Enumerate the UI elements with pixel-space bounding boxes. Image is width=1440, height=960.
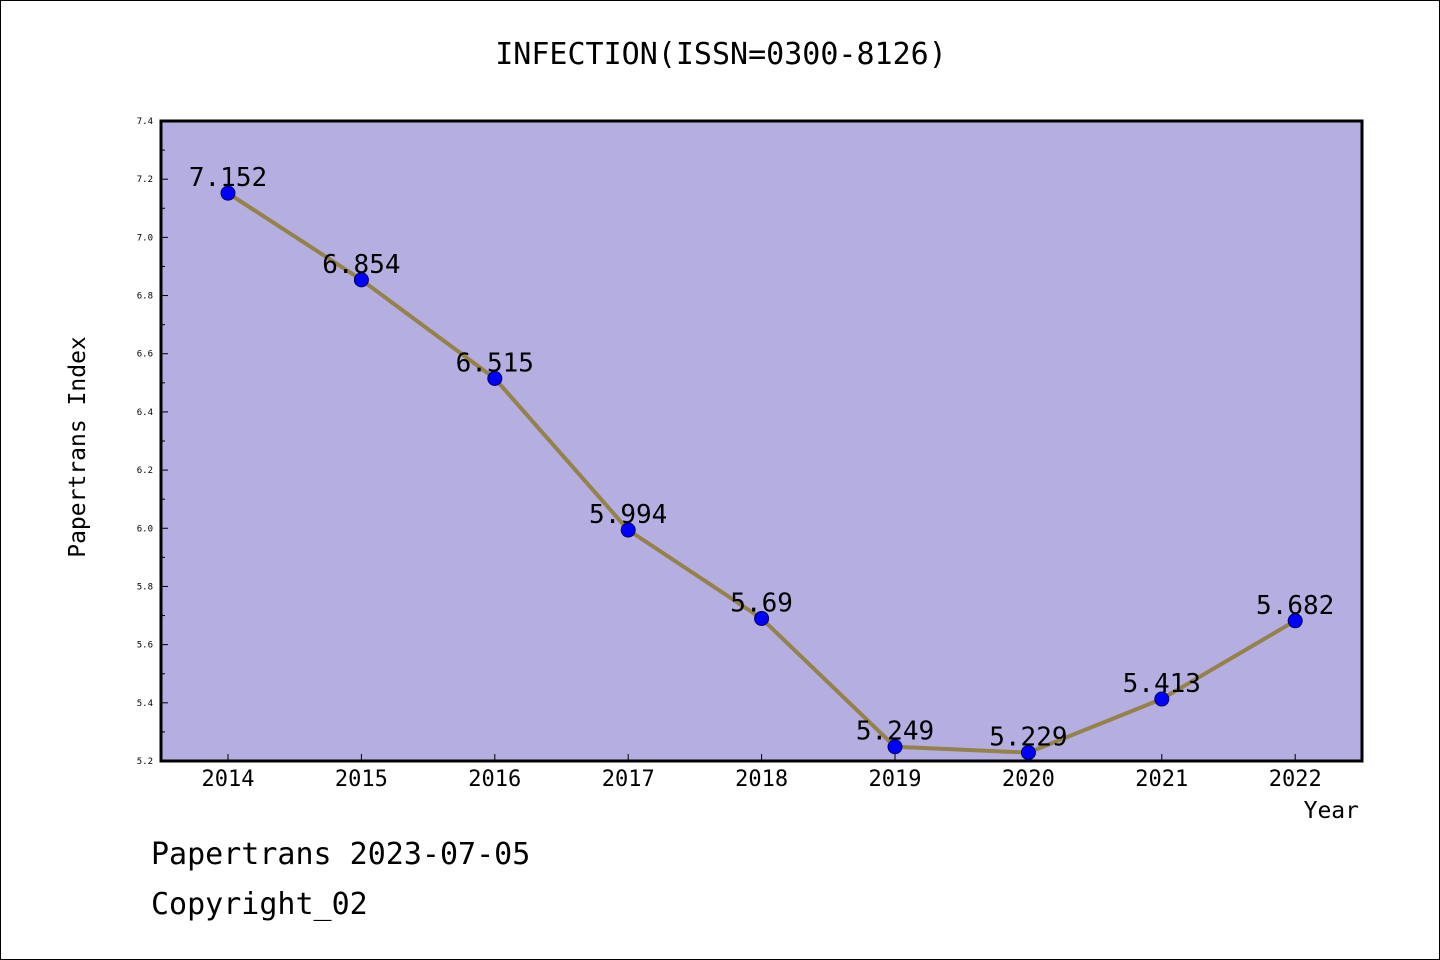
y-tick-label: 7.4 <box>137 117 153 127</box>
data-point <box>887 739 903 755</box>
data-point <box>1154 691 1170 707</box>
data-point <box>754 610 770 626</box>
chart-title: INFECTION(ISSN=0300-8126) <box>495 37 947 72</box>
plot-frame <box>159 119 1364 763</box>
x-axis-label: Year <box>1303 798 1359 824</box>
data-point <box>353 272 369 288</box>
y-tick-label: 6.6 <box>137 350 153 360</box>
x-axis-ticks: 2014 2015 2016 2017 2018 2019 2020 2021 2022 <box>202 754 1322 792</box>
data-label: 7.152 <box>189 163 267 193</box>
y-tick-label: 5.8 <box>137 582 153 592</box>
data-label: 5.413 <box>1123 669 1201 699</box>
y-axis-label: Papertrans Index <box>65 336 91 558</box>
data-label: 5.994 <box>589 500 667 530</box>
x-tick-label: 2014 <box>202 767 255 792</box>
y-tick-label: 5.4 <box>137 699 153 709</box>
data-label: 6.515 <box>456 348 534 378</box>
series-layer: 7.152 6.854 6.515 5.994 5.69 5.249 5.229 5.413 5… <box>189 163 1334 761</box>
data-label: 5.249 <box>856 717 934 747</box>
footer-date: Papertrans 2023-07-05 <box>151 837 531 872</box>
x-tick-label: 2015 <box>335 767 388 792</box>
data-label: 5.229 <box>989 723 1067 753</box>
data-label: 5.682 <box>1256 591 1334 621</box>
data-point <box>220 185 236 201</box>
x-tick-label: 2021 <box>1135 767 1188 792</box>
data-point <box>487 370 503 386</box>
data-label: 5.69 <box>730 588 793 618</box>
x-tick-label: 2018 <box>735 767 788 792</box>
y-tick-label: 5.6 <box>137 641 153 651</box>
footer-copyright: Copyright_02 <box>151 887 368 922</box>
data-label: 6.854 <box>322 250 400 280</box>
data-point <box>620 522 636 538</box>
y-tick-label: 7.2 <box>137 175 153 185</box>
y-tick-label: 5.2 <box>137 757 153 767</box>
y-tick-label: 6.0 <box>137 524 153 534</box>
y-tick-label: 6.2 <box>137 466 153 476</box>
plot-area <box>161 121 1362 761</box>
x-tick-label: 2022 <box>1269 767 1322 792</box>
x-tick-label: 2016 <box>468 767 521 792</box>
x-tick-label: 2017 <box>602 767 655 792</box>
y-tick-label: 6.8 <box>137 292 153 302</box>
data-point <box>1287 613 1303 629</box>
x-tick-label: 2020 <box>1002 767 1055 792</box>
x-tick-label: 2019 <box>869 767 922 792</box>
y-tick-label: 7.0 <box>137 233 153 243</box>
y-tick-label: 6.4 <box>137 408 153 418</box>
